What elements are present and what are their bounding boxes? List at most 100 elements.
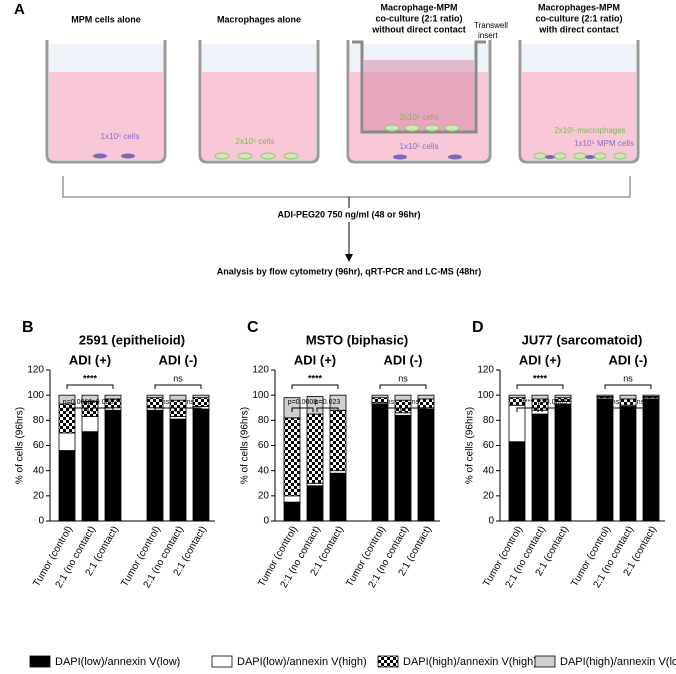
- significance-bracket: [379, 384, 427, 389]
- bar-segment: [417, 398, 435, 409]
- bar-segment: [554, 394, 572, 399]
- bar-segment: [394, 399, 412, 414]
- bar-segment: [371, 403, 389, 522]
- bar-segment: [394, 414, 412, 522]
- legend-label: DAPI(low)/annexin V(low): [55, 656, 180, 668]
- bar-segment: [596, 394, 614, 397]
- legend-swatch: [29, 655, 51, 668]
- chart-title: JU77 (sarcomatoid): [522, 332, 643, 347]
- significance-label: ns: [612, 399, 620, 406]
- panel-letter: A: [14, 1, 25, 18]
- significance-bracket: [316, 407, 339, 412]
- cell-label: 2x10⁵ macrophages: [554, 126, 625, 135]
- significance-bracket: [379, 407, 402, 412]
- bar-segment: [531, 394, 549, 400]
- y-tick-label: 40: [258, 465, 270, 476]
- legend-swatch: [534, 655, 556, 668]
- significance-label: ns: [623, 373, 633, 383]
- legend-label: DAPI(high)/annexin V(low): [560, 656, 676, 668]
- well: [518, 40, 640, 164]
- group-label: ADI (-): [609, 352, 648, 367]
- y-tick-label: 20: [258, 490, 270, 501]
- significance-bracket: [516, 407, 539, 412]
- significance-bracket: [66, 407, 89, 412]
- well-title: MPM cells alone: [71, 14, 141, 24]
- cell-label: 1x10⁵ MPM cells: [574, 139, 634, 148]
- significance-bracket: [91, 407, 114, 412]
- bar-segment: [619, 406, 637, 522]
- well: [198, 40, 320, 164]
- y-tick-label: 0: [488, 516, 494, 527]
- significance-bracket: [404, 407, 427, 412]
- bar-segment: [58, 432, 76, 451]
- bar-segment: [531, 409, 549, 415]
- significance-bracket: [154, 407, 177, 412]
- significance-label: ns: [187, 399, 195, 406]
- panel-letter: B: [22, 319, 34, 336]
- significance-bracket: [604, 407, 627, 412]
- bar-segment: [306, 485, 324, 522]
- well: [45, 40, 167, 164]
- bar-segment: [58, 394, 76, 405]
- bar-segment: [81, 394, 99, 402]
- bar-segment: [104, 409, 122, 522]
- significance-label: ns: [637, 399, 645, 406]
- bar-segment: [146, 394, 164, 399]
- significance-label: p=0.023: [315, 399, 341, 406]
- bar-segment: [306, 396, 324, 415]
- well-title: Macrophages alone: [217, 14, 301, 24]
- group-label: ADI (+): [69, 352, 111, 367]
- bar-segment: [329, 409, 347, 472]
- well-title: co-culture (2:1 ratio): [535, 13, 622, 23]
- y-tick-label: 20: [33, 490, 45, 501]
- significance-label: p=0.0062: [63, 399, 92, 406]
- bar-segment: [329, 472, 347, 522]
- bar-segment: [596, 398, 614, 522]
- bar-segment: [417, 394, 435, 400]
- analysis-label: Analysis by flow cytometry (96hr), qRT-P…: [217, 266, 482, 276]
- insert-label: insert: [478, 31, 498, 40]
- y-tick-label: 80: [33, 415, 45, 426]
- legend-swatch: [211, 655, 233, 668]
- bar-segment: [508, 394, 526, 399]
- bar-segment: [371, 394, 389, 399]
- y-tick-label: 80: [483, 415, 495, 426]
- y-tick-label: 60: [33, 440, 45, 451]
- group-label: ADI (+): [519, 352, 561, 367]
- bar-segment: [146, 409, 164, 522]
- significance-bracket: [541, 407, 564, 412]
- y-tick-label: 0: [38, 516, 44, 527]
- bar-segment: [104, 394, 122, 400]
- bar-segment: [169, 394, 187, 401]
- significance-bracket: [291, 407, 314, 412]
- y-axis-label: % of cells (96hrs): [465, 407, 476, 484]
- bar-segment: [169, 418, 187, 522]
- panel-letter: D: [472, 319, 484, 336]
- legend-label: DAPI(high)/annexin V(high): [403, 656, 537, 668]
- well-title: Macrophages-MPM: [538, 2, 620, 12]
- insert-label: Transwell: [474, 21, 508, 30]
- cell-label: 1x10⁵ cells: [101, 132, 140, 141]
- bar-segment: [192, 397, 210, 407]
- y-tick-label: 100: [477, 390, 494, 401]
- significance-label: ****: [522, 399, 533, 406]
- legend-swatch: [377, 655, 399, 668]
- chart-title: MSTO (biphasic): [306, 332, 408, 347]
- bar-segment: [283, 501, 301, 522]
- y-tick-label: 40: [483, 465, 495, 476]
- cell-label: 2x10⁵ cells: [400, 113, 439, 122]
- significance-bracket: [629, 407, 652, 412]
- y-tick-label: 0: [263, 516, 269, 527]
- significance-bracket: [291, 384, 339, 389]
- significance-label: p=0.0002: [88, 399, 117, 406]
- bar-segment: [283, 495, 301, 503]
- bar-segment: [58, 450, 76, 522]
- bar-segment: [146, 397, 164, 409]
- y-tick-label: 40: [33, 465, 45, 476]
- significance-label: ns: [398, 373, 408, 383]
- significance-label: p=0.0008: [288, 399, 317, 406]
- significance-bracket: [516, 384, 564, 389]
- bar-segment: [642, 394, 660, 397]
- bar-segment: [619, 394, 637, 400]
